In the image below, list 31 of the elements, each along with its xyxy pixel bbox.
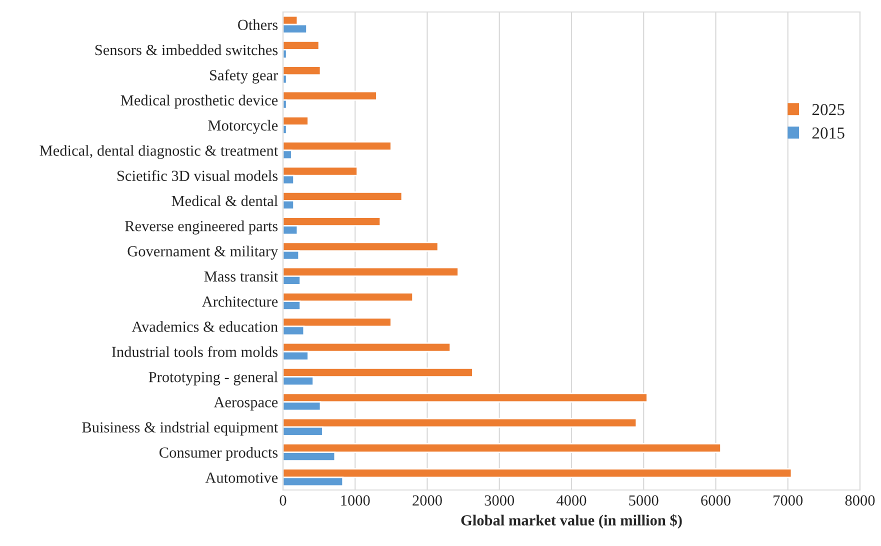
x-tick-label: 7000 — [774, 495, 803, 506]
x-tick-label: 6000 — [701, 495, 730, 506]
y-tick-label: Scietific 3D visual models — [117, 170, 278, 181]
x-tick-label: 5000 — [629, 495, 658, 506]
x-tick-label: 4000 — [556, 495, 586, 506]
y-tick-label: Industrial tools from molds — [112, 346, 278, 358]
y-tick-label: Medical prosthetic device — [120, 94, 278, 109]
legend-label: 2025 — [812, 104, 844, 116]
legend-label: 2015 — [812, 127, 844, 139]
y-tick-label: Reverse engineered parts — [125, 220, 278, 234]
y-tick-label: Sensors & imbedded switches — [95, 44, 278, 56]
y-tick-label: Architecture — [202, 296, 278, 307]
y-tick-label: Medical & dental — [172, 195, 278, 206]
y-tick-label: Prototyping - general — [148, 371, 278, 386]
x-tick-label: 1000 — [341, 495, 370, 506]
y-tick-label: Automotive — [205, 472, 278, 483]
y-tick-label: Buisiness & indstrial equipment — [82, 422, 278, 436]
x-tick-label: 3000 — [484, 495, 514, 506]
y-tick-label: Avademics & education — [132, 321, 278, 332]
x-tick-label: 8000 — [845, 495, 875, 506]
y-tick-label: Consumer products — [160, 446, 278, 461]
y-tick-label: Motorcycle — [208, 120, 278, 134]
x-axis-title: Global market value (in million $) — [461, 514, 682, 529]
y-tick-label: Aerospace — [214, 397, 278, 410]
y-tick-label: Governament & military — [128, 246, 278, 260]
x-tick-label: 0 — [280, 495, 286, 506]
y-tick-label: Others — [238, 19, 278, 30]
x-tick-label: 2000 — [412, 495, 442, 506]
y-tick-label: Mass transit — [204, 271, 278, 282]
y-tick-label: Medical, dental diagnostic & treatment — [40, 145, 278, 159]
y-tick-label: Safety gear — [210, 70, 278, 84]
